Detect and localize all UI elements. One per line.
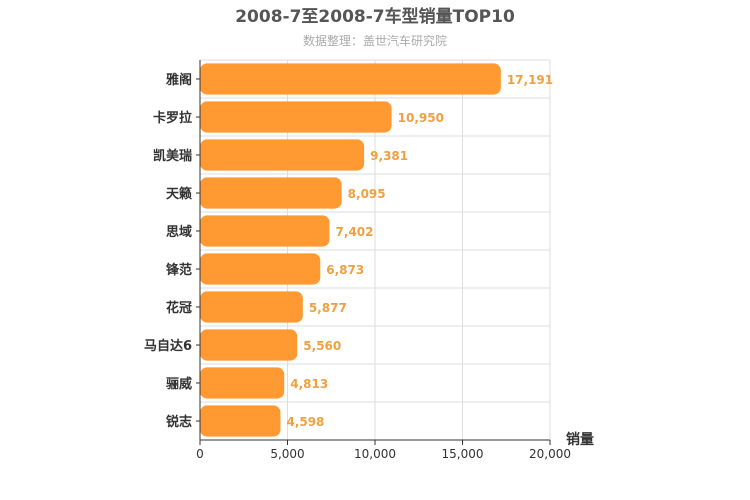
data-label: 4,813 [290,377,328,391]
bar [200,215,330,247]
data-label: 5,560 [303,339,341,353]
data-label: 9,381 [370,149,408,163]
x-tick-label: 20,000 [529,447,571,461]
bar [200,101,392,133]
category-label: 凯美瑞 [153,148,192,164]
data-label: 5,877 [309,301,347,315]
category-label: 花冠 [166,300,192,316]
data-label: 4,598 [286,415,324,429]
x-tick-label: 0 [196,447,204,461]
bar [200,291,303,323]
category-label: 思域 [166,224,192,240]
bar [200,253,321,285]
category-label: 雅阁 [166,72,192,88]
category-label: 卡罗拉 [153,110,192,126]
bar [200,367,285,399]
category-label: 骊威 [166,376,192,392]
grid-lines [200,59,551,441]
data-label: 7,402 [336,225,374,239]
bar [200,139,365,171]
bar [200,405,281,437]
data-label: 17,191 [507,73,553,87]
chart-subtitle: 数据整理：盖世汽车研究院 [303,33,447,48]
category-label: 锋范 [166,262,192,278]
data-label: 6,873 [326,263,364,277]
category-label: 天籁 [166,186,192,202]
bar [200,177,342,209]
x-tick-label: 15,000 [442,447,484,461]
chart-title: 2008-7至2008-7车型销量TOP10 [235,6,515,27]
bar [200,329,298,361]
x-tick-label: 10,000 [354,447,396,461]
category-label: 马自达6 [144,338,192,354]
bar [200,63,501,95]
data-label: 8,095 [348,187,386,201]
category-label: 锐志 [166,414,192,430]
bars: 17,191 10,950 9,381 8,095 7,402 6,873 5,877 5,5… [200,63,553,437]
x-tick-label: 5,000 [270,447,304,461]
data-label: 10,950 [398,111,444,125]
x-axis-title: 销量 [566,431,594,448]
